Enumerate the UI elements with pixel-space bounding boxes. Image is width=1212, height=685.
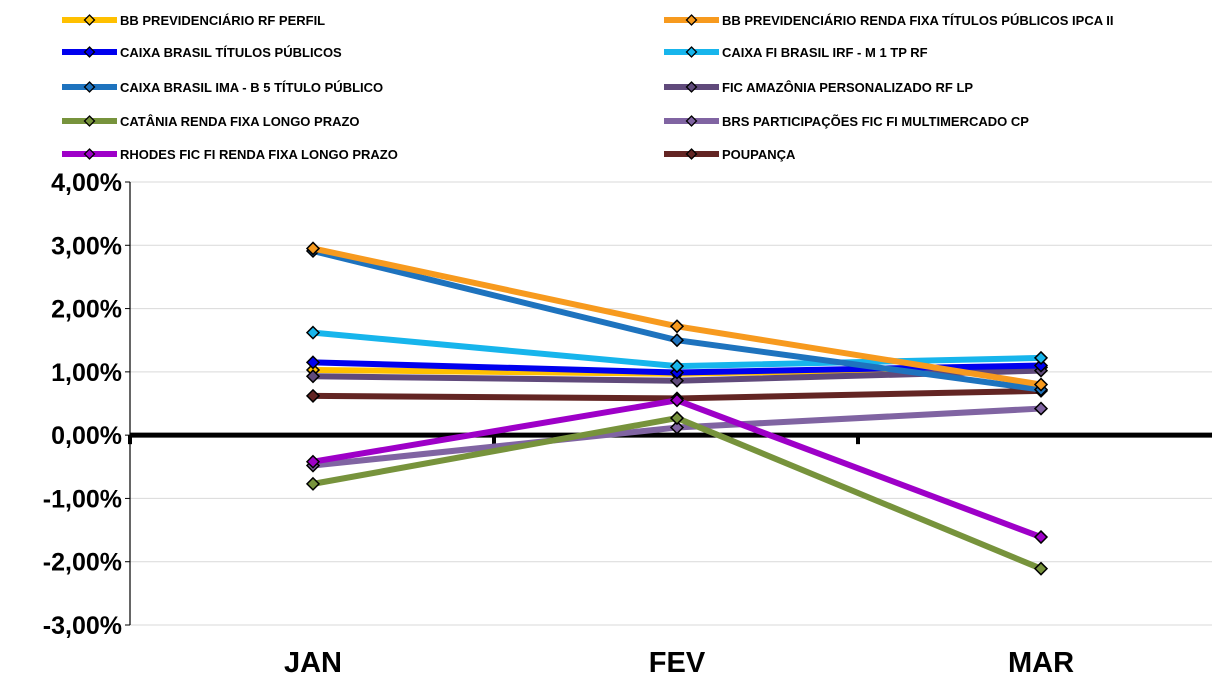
legend-marker xyxy=(83,14,96,26)
legend-item: BRS PARTICIPAÇÕES FIC FI MULTIMERCADO CP xyxy=(664,114,1029,129)
legend-label: CATÂNIA RENDA FIXA LONGO PRAZO xyxy=(120,114,360,129)
legend-marker xyxy=(685,115,698,127)
y-tick-label: -3,00% xyxy=(43,612,122,640)
data-point xyxy=(669,393,685,408)
data-point xyxy=(1033,377,1049,392)
y-tick-label: -2,00% xyxy=(43,549,122,577)
legend-marker xyxy=(685,148,698,160)
legend-label: CAIXA FI BRASIL IRF - M 1 TP RF xyxy=(722,45,928,60)
series-line xyxy=(305,410,1049,576)
series-line xyxy=(305,393,1049,545)
legend-marker xyxy=(83,148,96,160)
series-line xyxy=(305,241,1049,392)
data-point xyxy=(669,373,685,388)
legend-item: CAIXA FI BRASIL IRF - M 1 TP RF xyxy=(664,45,928,60)
legend-item: FIC AMAZÔNIA PERSONALIZADO RF LP xyxy=(664,80,973,95)
y-tick-label: 3,00% xyxy=(51,232,122,260)
data-point xyxy=(669,333,685,348)
y-tick-label: 0,00% xyxy=(51,422,122,450)
y-tick-label: 2,00% xyxy=(51,296,122,324)
data-point xyxy=(305,476,321,491)
data-point xyxy=(669,420,685,435)
data-point xyxy=(1033,401,1049,416)
y-tick-label: 4,00% xyxy=(51,169,122,197)
x-tick-label: JAN xyxy=(284,647,342,679)
legend-label: BB PREVIDENCIÁRIO RF PERFIL xyxy=(120,13,325,28)
legend-marker xyxy=(83,115,96,127)
x-tick-label: MAR xyxy=(1008,647,1074,679)
data-point xyxy=(1033,561,1049,576)
legend-label: FIC AMAZÔNIA PERSONALIZADO RF LP xyxy=(722,80,973,95)
series-line xyxy=(305,325,1049,374)
x-tick-label: FEV xyxy=(649,647,706,679)
data-point xyxy=(305,369,321,384)
data-point xyxy=(305,355,321,370)
series-lines xyxy=(305,241,1049,576)
legend-label: BRS PARTICIPAÇÕES FIC FI MULTIMERCADO CP xyxy=(722,114,1029,129)
data-point xyxy=(669,410,685,426)
legend-item: CAIXA BRASIL IMA - B 5 TÍTULO PÚBLICO xyxy=(62,80,383,95)
data-point xyxy=(669,319,685,334)
legend-label: CAIXA BRASIL IMA - B 5 TÍTULO PÚBLICO xyxy=(120,80,383,95)
legend-item: CAIXA BRASIL TÍTULOS PÚBLICOS xyxy=(62,45,342,60)
legend-label: RHODES FIC FI RENDA FIXA LONGO PRAZO xyxy=(120,147,398,162)
legend-item: CATÂNIA RENDA FIXA LONGO PRAZO xyxy=(62,114,360,129)
legend-label: CAIXA BRASIL TÍTULOS PÚBLICOS xyxy=(120,45,342,60)
data-point xyxy=(1033,350,1049,365)
data-point xyxy=(1033,529,1049,545)
legend-marker xyxy=(685,81,698,93)
data-point xyxy=(305,388,321,403)
legend-label: BB PREVIDENCIÁRIO RENDA FIXA TÍTULOS PÚB… xyxy=(722,13,1113,28)
y-axis-ticks: 4,00% 3,00% 2,00% 1,00% 0,00% -1,00% -2,00% -3,… xyxy=(43,169,122,640)
legend-marker xyxy=(83,81,96,93)
data-point xyxy=(305,325,321,340)
y-tick-label: 1,00% xyxy=(51,359,122,387)
data-point xyxy=(305,454,321,469)
legend-item: BB PREVIDENCIÁRIO RF PERFIL xyxy=(62,13,325,28)
axes xyxy=(125,181,1212,626)
legend-item: POUPANÇA xyxy=(664,147,796,162)
legend-marker xyxy=(685,14,698,26)
legend-label: POUPANÇA xyxy=(722,147,796,162)
legend-marker xyxy=(83,46,96,58)
legend-marker xyxy=(685,46,698,58)
data-point xyxy=(305,241,321,256)
legend-item: RHODES FIC FI RENDA FIXA LONGO PRAZO xyxy=(62,147,398,162)
x-axis-ticks: JAN FEV MAR xyxy=(284,647,1074,679)
legend: BB PREVIDENCIÁRIO RF PERFIL BB PREVIDENCI… xyxy=(62,13,1113,162)
data-point xyxy=(669,359,685,374)
y-tick-label: -1,00% xyxy=(43,485,122,513)
legend-item: BB PREVIDENCIÁRIO RENDA FIXA TÍTULOS PÚB… xyxy=(664,13,1113,28)
data-point xyxy=(1033,358,1049,373)
